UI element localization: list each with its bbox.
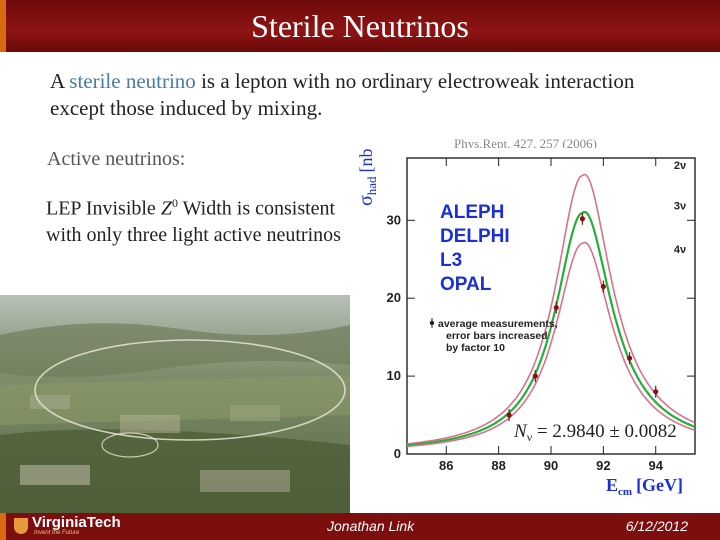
plot-axes: 86 88 90 92 94 0 10 20 30 bbox=[387, 157, 696, 473]
x-axis-symbol: E bbox=[606, 475, 618, 495]
lep-aerial-photo bbox=[0, 295, 350, 515]
series-curve bbox=[406, 173, 696, 445]
lep-before: LEP Invisible bbox=[46, 197, 161, 220]
series-label: 4ν bbox=[674, 244, 686, 256]
data-point bbox=[506, 412, 512, 418]
series-label: 2ν bbox=[674, 160, 686, 172]
y-tick-label: 10 bbox=[387, 368, 401, 383]
y-axis-symbol: σ bbox=[355, 195, 377, 206]
intro-highlight: sterile neutrino bbox=[69, 69, 196, 93]
experiment-delphi: DELPHI bbox=[440, 226, 510, 247]
experiment-opal: OPAL bbox=[440, 274, 492, 295]
plot-points bbox=[506, 212, 659, 422]
intro-after: is a lepton with no ordinary electroweak… bbox=[50, 69, 635, 120]
lep-statement: LEP Invisible Z0 Width is consistent wit… bbox=[46, 190, 346, 248]
x-axis-unit: [GeV] bbox=[636, 475, 683, 495]
result-symbol: N bbox=[513, 421, 528, 442]
footer-date: 6/12/2012 bbox=[625, 518, 688, 534]
data-point bbox=[653, 389, 659, 395]
intro-text: A sterile neutrino is a lepton with no o… bbox=[50, 68, 650, 122]
footer-author: Jonathan Link bbox=[327, 518, 415, 534]
plot-series-labels: 2ν 3ν 4ν bbox=[674, 160, 686, 256]
title-bar-accent bbox=[0, 0, 6, 52]
plot-background bbox=[350, 148, 720, 510]
series-curve bbox=[406, 210, 696, 447]
y-tick-label: 30 bbox=[387, 212, 401, 227]
y-tick-label: 20 bbox=[387, 290, 401, 305]
x-tick-label: 90 bbox=[544, 458, 558, 473]
footer-accent bbox=[0, 513, 6, 540]
virginia-tech-logo: VirginiaTech bbox=[32, 514, 121, 531]
y-axis-unit: [nb] bbox=[356, 148, 376, 172]
result-value: = 2.9840 ± 0.0082 bbox=[532, 421, 677, 442]
data-point bbox=[553, 304, 559, 311]
active-neutrinos-heading: Active neutrinos: bbox=[47, 148, 186, 170]
lep-superscript: 0 bbox=[171, 196, 178, 210]
experiment-aleph: ALEPH bbox=[440, 202, 504, 223]
lep-after: Width is consistent with only three ligh… bbox=[46, 197, 341, 246]
x-axis-label: Ecm [GeV] bbox=[606, 475, 683, 498]
result-formula: Nν = 2.9840 ± 0.0082 bbox=[513, 421, 677, 444]
series-label: 3ν bbox=[674, 200, 686, 212]
y-axis-subscript: had bbox=[364, 176, 379, 195]
footer-bar: VirginiaTech Invent the Future Jonathan … bbox=[0, 513, 720, 540]
plot-curves bbox=[406, 173, 696, 448]
experiment-list: ALEPH DELPHI L3 OPAL bbox=[440, 202, 510, 295]
data-point bbox=[532, 373, 538, 379]
measurement-note: average measurements, error bars increase… bbox=[429, 318, 558, 354]
reference-citation: Phys.Rept. 427, 257 (2006) bbox=[454, 136, 597, 151]
x-tick-label: 92 bbox=[596, 458, 610, 473]
x-tick-label: 86 bbox=[439, 458, 453, 473]
data-point bbox=[626, 355, 633, 361]
data-point bbox=[600, 283, 606, 290]
virginia-tech-tagline: Invent the Future bbox=[34, 530, 80, 536]
y-axis-label: σhad [nb] bbox=[355, 148, 379, 206]
data-point bbox=[579, 216, 586, 222]
lep-symbol: Z bbox=[160, 197, 172, 220]
slide-title: Sterile Neutrinos bbox=[251, 8, 469, 44]
y-tick-label: 0 bbox=[394, 446, 401, 461]
lep-cross-section-plot: σhad [nb] 86 88 90 92 94 0 10 20 30 2ν 3ν 4ν ALEPH … bbox=[350, 148, 720, 510]
experiment-l3: L3 bbox=[440, 250, 462, 271]
virginia-tech-shield-icon bbox=[14, 518, 28, 534]
title-bar bbox=[0, 0, 720, 52]
x-tick-label: 88 bbox=[491, 458, 505, 473]
intro-before: A bbox=[50, 69, 70, 93]
result-subscript: ν bbox=[527, 430, 533, 444]
note-text: average measurements, error bars increase… bbox=[438, 318, 558, 354]
x-axis-subscript: cm bbox=[618, 486, 632, 498]
x-tick-label: 94 bbox=[648, 458, 663, 473]
series-curve bbox=[406, 241, 696, 448]
